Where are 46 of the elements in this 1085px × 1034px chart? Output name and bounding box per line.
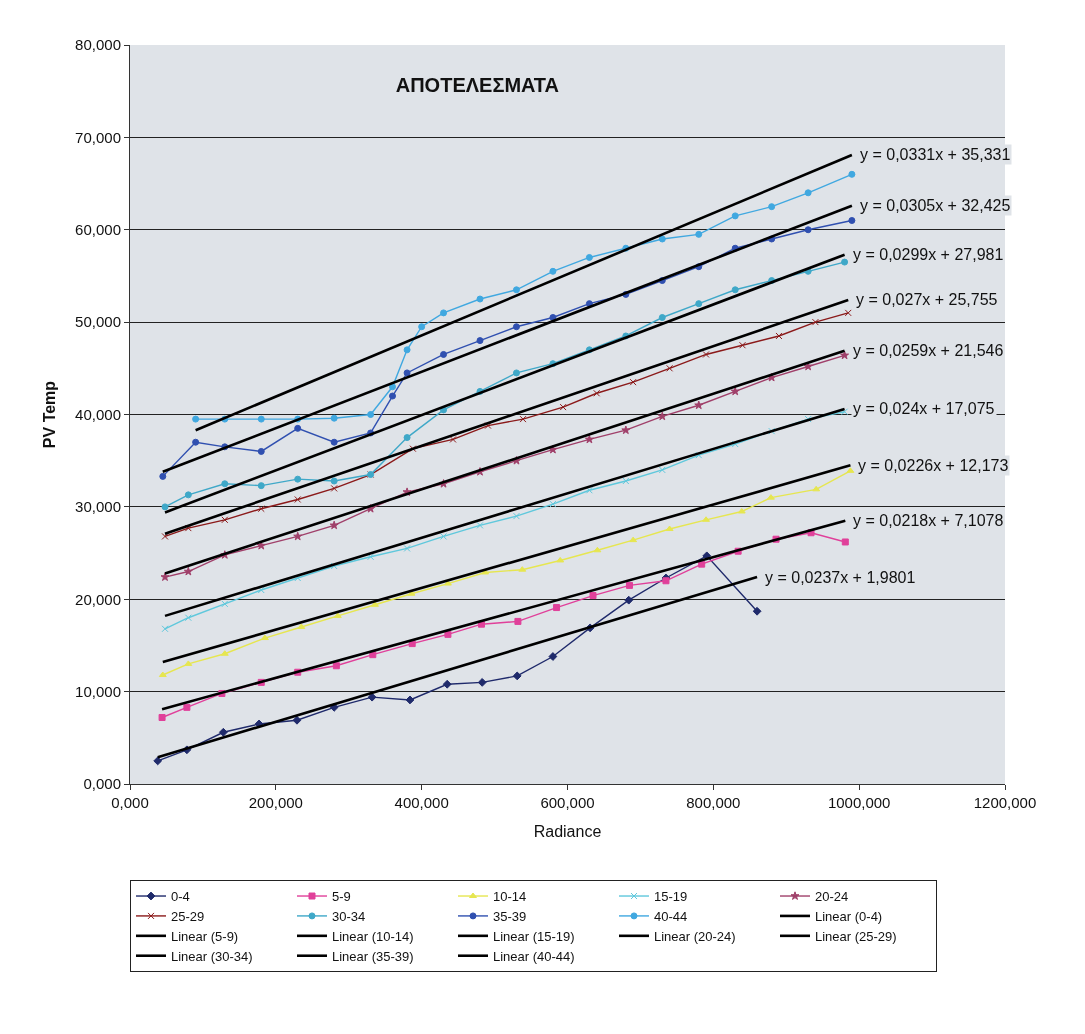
annotation: y = 0,0259x + 21,546 — [853, 342, 1004, 359]
x-tick-label: 800,000 — [686, 794, 741, 811]
x-tick-label: 200,000 — [248, 794, 303, 811]
legend-label: 25-29 — [171, 908, 205, 924]
x-tick-label: 1000,000 — [827, 794, 891, 811]
legend-label: 35-39 — [493, 908, 527, 924]
y-tick-label: 10,000 — [75, 682, 121, 700]
legend-label: Linear (35-39) — [332, 948, 414, 964]
legend-label: Linear (25-29) — [815, 928, 897, 944]
x-tick-label: 400,000 — [394, 794, 449, 811]
legend-label: 40-44 — [654, 908, 688, 924]
y-tick-label: 70,000 — [75, 128, 121, 146]
legend-label: 5-9 — [332, 889, 351, 905]
y-tick-label: 40,000 — [75, 405, 121, 423]
x-tick-label: 0,000 — [111, 794, 149, 811]
legend-label: 0-4 — [171, 889, 190, 905]
y-tick-label: 80,000 — [75, 36, 121, 54]
legend-label: 30-34 — [332, 908, 366, 924]
y-tick-label: 30,000 — [75, 498, 121, 516]
annotation: y = 0,027x + 25,755 — [856, 291, 998, 308]
legend-label: Linear (15-19) — [493, 928, 575, 944]
legend-label: 20-24 — [815, 889, 849, 905]
legend-label: Linear (30-34) — [171, 948, 253, 964]
y-tick-label: 50,000 — [75, 313, 121, 331]
legend-label: Linear (20-24) — [654, 928, 736, 944]
annotation: y = 0,024x + 17,075 — [853, 400, 995, 417]
legend-label: 15-19 — [654, 889, 688, 905]
annotation: y = 0,0299x + 27,981 — [853, 246, 1004, 263]
annotation: y = 0,0331x + 35,331 — [860, 146, 1011, 163]
annotation: y = 0,0218x + 7,1078 — [853, 512, 1004, 529]
annotation: y = 0,0305x + 32,425 — [860, 197, 1011, 214]
legend-label: Linear (5-9) — [171, 928, 239, 944]
annotation: y = 0,0226x + 12,173 — [858, 457, 1009, 474]
annotation: y = 0,0237x + 1,9801 — [765, 569, 916, 586]
legend-label: Linear (40-44) — [493, 948, 575, 964]
legend-label: Linear (0-4) — [815, 908, 883, 924]
y-tick-label: 60,000 — [75, 221, 121, 238]
x-tick-label: 600,000 — [540, 794, 595, 811]
y-axis-title: PV Temp — [41, 380, 59, 449]
legend-label: Linear (10-14) — [332, 928, 414, 944]
y-tick-label: 20,000 — [75, 590, 121, 608]
legend-label: 10-14 — [493, 889, 527, 905]
y-tick-label: 0,000 — [83, 775, 121, 793]
x-tick-label: 1200,000 — [973, 794, 1037, 811]
x-axis-title: Radiance — [533, 822, 602, 840]
text: ΑΠΟΤΕΛΕΣΜΑΤΑ — [395, 73, 560, 96]
